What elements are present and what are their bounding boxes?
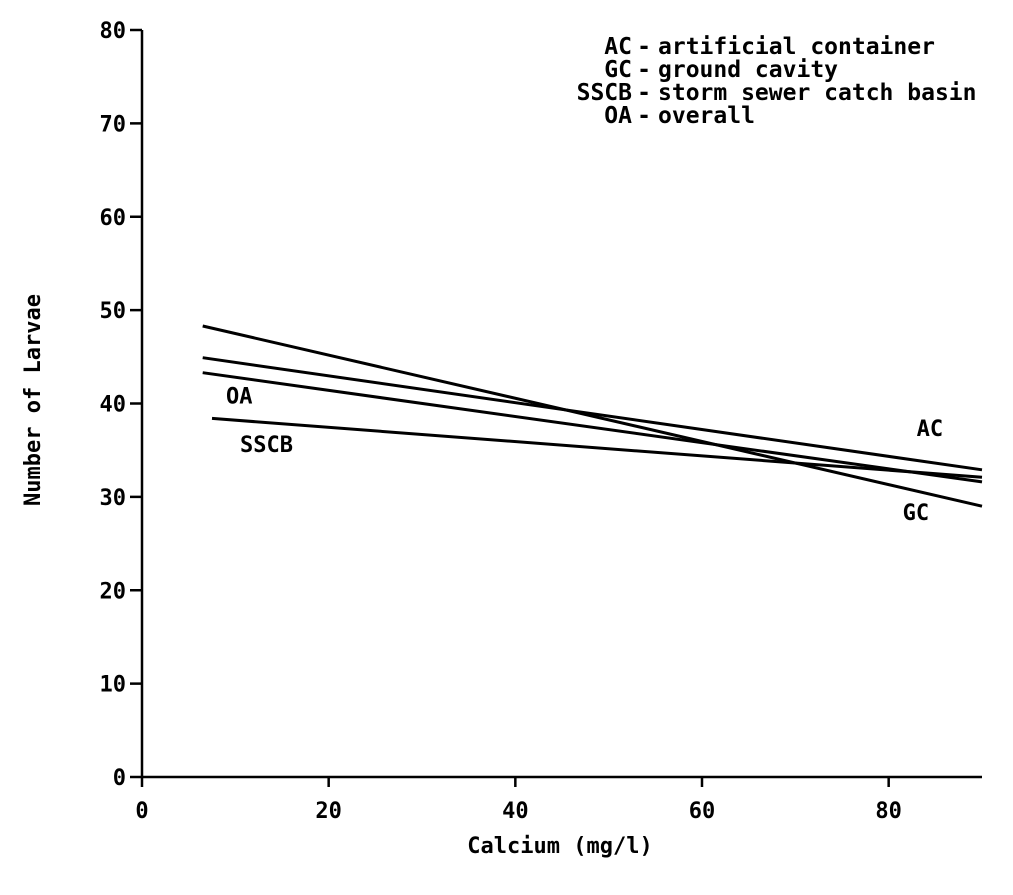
series-line-gc xyxy=(202,324,983,508)
series-labels: OA SSCB AC GC xyxy=(226,385,943,527)
y-tick-label: 70 xyxy=(100,112,127,137)
series-label-ac: AC xyxy=(917,417,944,442)
x-tick-label: 80 xyxy=(875,799,902,824)
y-tick-label: 10 xyxy=(100,673,127,698)
legend-item-ac: AC - artificial container xyxy=(604,34,935,60)
legend-separator: - xyxy=(637,80,651,106)
legend-description: overall xyxy=(658,103,755,129)
legend-separator: - xyxy=(637,34,651,60)
legend-code: OA xyxy=(604,103,632,129)
series-label-sscb: SSCB xyxy=(240,433,293,458)
y-tick-label: 20 xyxy=(100,579,127,604)
legend-item-sscb: SSCB - storm sewer catch basin xyxy=(577,80,977,106)
x-tick-label: 40 xyxy=(502,799,529,824)
legend-description: storm sewer catch basin xyxy=(658,80,977,106)
series-line-ac xyxy=(202,356,983,472)
y-tick-label: 60 xyxy=(100,206,127,231)
legend-item-gc: GC - ground cavity xyxy=(604,57,838,83)
y-axis-title: Number of Larvae xyxy=(21,294,46,506)
y-tick-label: 0 xyxy=(113,766,126,791)
y-tick-label: 50 xyxy=(100,299,127,324)
x-tick-label: 0 xyxy=(135,799,148,824)
legend-code: SSCB xyxy=(577,80,633,106)
x-tick-label: 60 xyxy=(689,799,716,824)
y-tick-label: 40 xyxy=(100,393,127,418)
legend-code: AC xyxy=(604,34,632,60)
y-tick-label: 80 xyxy=(100,19,127,44)
legend-separator: - xyxy=(637,57,651,83)
series-label-gc: GC xyxy=(903,501,930,526)
series-lines xyxy=(202,324,983,508)
x-axis-title: Calcium (mg/l) xyxy=(467,834,652,859)
legend-code: GC xyxy=(604,57,632,83)
legend-description: ground cavity xyxy=(658,57,838,83)
series-line-oa xyxy=(202,371,983,484)
y-tick-label: 30 xyxy=(100,486,127,511)
axes: 0 10 20 30 40 50 60 70 80 0 20 40 60 80 xyxy=(100,19,982,824)
legend-description: artificial container xyxy=(658,34,935,60)
legend-separator: - xyxy=(637,103,651,129)
series-label-oa: OA xyxy=(226,385,253,410)
legend-item-oa: OA - overall xyxy=(604,103,755,129)
series-line-sscb xyxy=(211,416,983,479)
x-tick-label: 20 xyxy=(315,799,342,824)
